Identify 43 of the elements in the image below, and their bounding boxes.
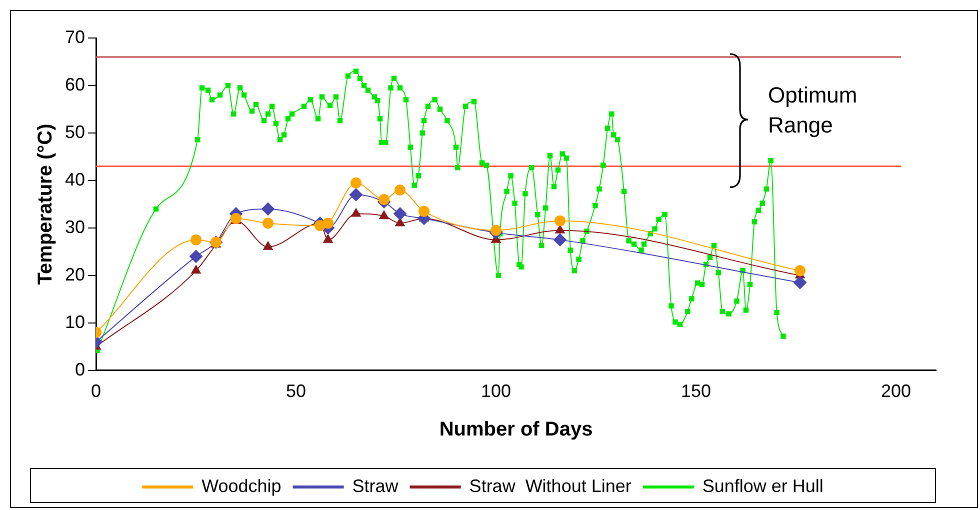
point: [394, 184, 406, 196]
y-tick-label: 50: [64, 122, 86, 142]
point: [378, 194, 390, 205]
point: [351, 208, 361, 217]
point: [554, 215, 566, 226]
point: [190, 234, 202, 246]
x-tick-label: 0: [91, 381, 102, 402]
point: [350, 188, 363, 202]
x-axis-title: Number of Days: [439, 418, 593, 441]
legend-label: Woodchip: [202, 476, 282, 496]
point: [263, 241, 273, 250]
point: [191, 265, 201, 274]
point: [395, 218, 405, 226]
x-tick-label: 100: [480, 381, 512, 402]
y-tick-label: 20: [64, 264, 86, 284]
point: [350, 177, 362, 188]
point: [794, 276, 807, 290]
y-tick-label: 0: [75, 359, 86, 380]
y-tick-label: 30: [64, 216, 86, 237]
y-tick-label: 70: [64, 26, 86, 47]
point: [379, 210, 389, 220]
legend-label: Sunflow er Hull: [702, 476, 824, 496]
point: [794, 265, 806, 276]
point: [262, 202, 275, 216]
y-tick-label: 40: [64, 169, 86, 190]
point: [322, 218, 334, 229]
point: [554, 233, 567, 246]
point: [190, 250, 203, 263]
legend-label: Straw: [352, 476, 400, 496]
point: [323, 234, 333, 243]
point: [262, 218, 274, 229]
x-tick-label: 150: [680, 381, 712, 402]
x-tick-label: 50: [286, 381, 306, 402]
point: [555, 224, 565, 234]
point: [418, 206, 430, 217]
x-tick-label: 200: [880, 381, 912, 402]
point: [490, 224, 502, 236]
annotation: Optimum Range: [768, 82, 858, 138]
legend-label: Straw Without Liner: [469, 476, 632, 496]
y-tick-label: 10: [64, 312, 86, 332]
y-tick-label: 60: [64, 74, 86, 94]
point: [394, 207, 407, 220]
y-axis-title: Temperature (°C): [34, 124, 57, 285]
